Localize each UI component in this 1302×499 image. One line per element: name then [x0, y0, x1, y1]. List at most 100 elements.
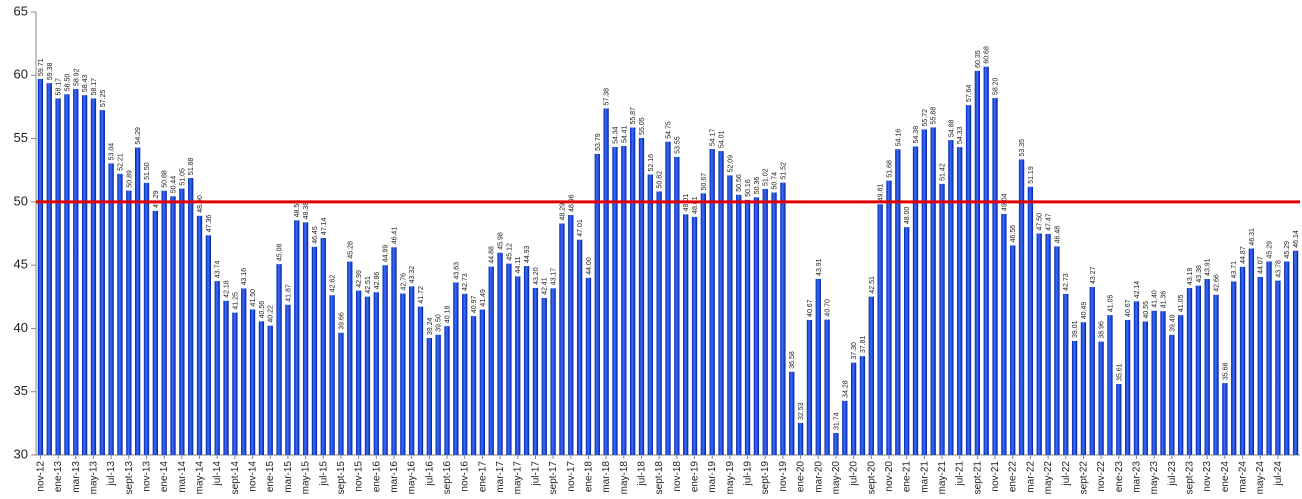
x-tick-label: may-17	[513, 461, 524, 495]
value-label: 42.18	[224, 280, 231, 298]
bar	[815, 278, 821, 455]
x-tick-label: nov-15	[354, 461, 365, 492]
x-tick-label: mar-17	[495, 461, 506, 493]
bar	[347, 261, 353, 455]
x-tick-label: mar-18	[601, 461, 612, 493]
x-tick-label: ene-14	[159, 461, 170, 493]
value-label: 40.22	[268, 305, 275, 323]
x-tick-label: jul-18	[636, 461, 647, 487]
value-label: 48.00	[904, 207, 911, 225]
bar	[559, 223, 565, 455]
bar	[134, 147, 141, 456]
bar	[1080, 322, 1087, 455]
value-label: 60.68	[984, 46, 991, 64]
x-tick-label: sept-16	[442, 461, 453, 495]
bar	[152, 210, 158, 455]
bar	[718, 151, 724, 456]
bar	[1195, 285, 1202, 455]
x-tick-label: nov-23	[1202, 461, 1213, 492]
bar	[355, 290, 362, 455]
bar	[974, 70, 981, 455]
x-tick-label: jul-21	[955, 461, 966, 487]
x-tick-label: may-21	[937, 461, 948, 495]
x-tick-label: ene-16	[371, 461, 382, 493]
x-tick-label: ene-15	[265, 461, 276, 493]
x-tick-label: jul-23	[1167, 461, 1178, 487]
bar	[46, 83, 52, 455]
value-label: 44.87	[1240, 246, 1247, 264]
value-label: 50.82	[657, 171, 664, 189]
value-label: 58.17	[91, 78, 98, 96]
bar	[930, 127, 936, 456]
bar	[453, 282, 459, 455]
bar	[868, 296, 874, 455]
value-label: 42.73	[462, 273, 469, 291]
value-label: 59.38	[47, 63, 54, 81]
bar	[126, 190, 132, 455]
value-label: 47.47	[1046, 213, 1053, 231]
bar	[55, 98, 61, 455]
value-label: 45.08	[277, 244, 284, 262]
bar	[957, 147, 963, 456]
x-tick-label: jul-13	[106, 461, 117, 487]
value-label: 53.04	[109, 143, 116, 161]
x-tick-label: ene-21	[902, 461, 913, 493]
value-label: 43.78	[1275, 260, 1282, 278]
bar	[1010, 245, 1016, 455]
bar	[1001, 214, 1007, 455]
value-label: 40.55	[1143, 301, 1150, 319]
value-label: 40.18	[445, 306, 452, 324]
value-label: 48.90	[197, 195, 204, 213]
value-label: 45.29	[1284, 241, 1291, 259]
value-label: 31.74	[833, 412, 840, 430]
y-tick-label: 30	[14, 446, 28, 461]
x-tick-label: may-16	[407, 461, 418, 495]
x-tick-label: may-22	[1043, 461, 1054, 495]
x-tick-label: mar-21	[919, 461, 930, 493]
bar	[338, 332, 344, 455]
value-label: 54.34	[612, 126, 619, 144]
value-label: 57.38	[604, 88, 611, 106]
bar	[638, 137, 645, 455]
bar	[833, 432, 839, 455]
value-label: 37.81	[860, 336, 867, 354]
value-label: 42.99	[356, 270, 363, 288]
value-label: 43.91	[816, 258, 823, 276]
value-label: 44.07	[1258, 256, 1265, 274]
value-label: 58.50	[64, 74, 71, 92]
bar	[744, 199, 751, 455]
value-label: 41.25	[232, 292, 239, 310]
value-label: 50.16	[745, 179, 752, 197]
value-label: 45.29	[1267, 241, 1274, 259]
value-label: 48.81	[692, 196, 699, 214]
value-label: 43.63	[453, 262, 460, 280]
value-label: 39.01	[1072, 320, 1079, 338]
bar	[824, 319, 830, 455]
x-tick-label: ene-17	[477, 461, 488, 493]
value-label: 40.70	[825, 299, 832, 317]
bar	[188, 178, 194, 456]
value-label: 42.51	[869, 276, 876, 294]
x-tick-label: nov-17	[566, 461, 577, 492]
x-tick-label: mar-20	[813, 461, 824, 493]
bar	[797, 422, 804, 455]
bar	[850, 362, 857, 455]
value-label: 43.32	[409, 266, 416, 284]
bar	[532, 287, 539, 455]
bar	[205, 235, 212, 455]
value-label: 43.27	[1090, 266, 1097, 284]
value-label: 52.21	[117, 153, 124, 171]
x-tick-label: mar-14	[177, 461, 188, 493]
value-label: 41.40	[1152, 290, 1159, 308]
y-tick-label: 40	[14, 320, 28, 335]
bar	[64, 94, 70, 456]
value-label: 55.72	[922, 109, 929, 127]
bar	[73, 88, 79, 455]
value-label: 34.28	[842, 380, 849, 398]
value-label: 42.41	[542, 277, 549, 295]
value-label: 47.01	[577, 219, 584, 237]
bar	[541, 297, 547, 455]
bar	[806, 319, 813, 455]
bar	[1071, 340, 1078, 455]
